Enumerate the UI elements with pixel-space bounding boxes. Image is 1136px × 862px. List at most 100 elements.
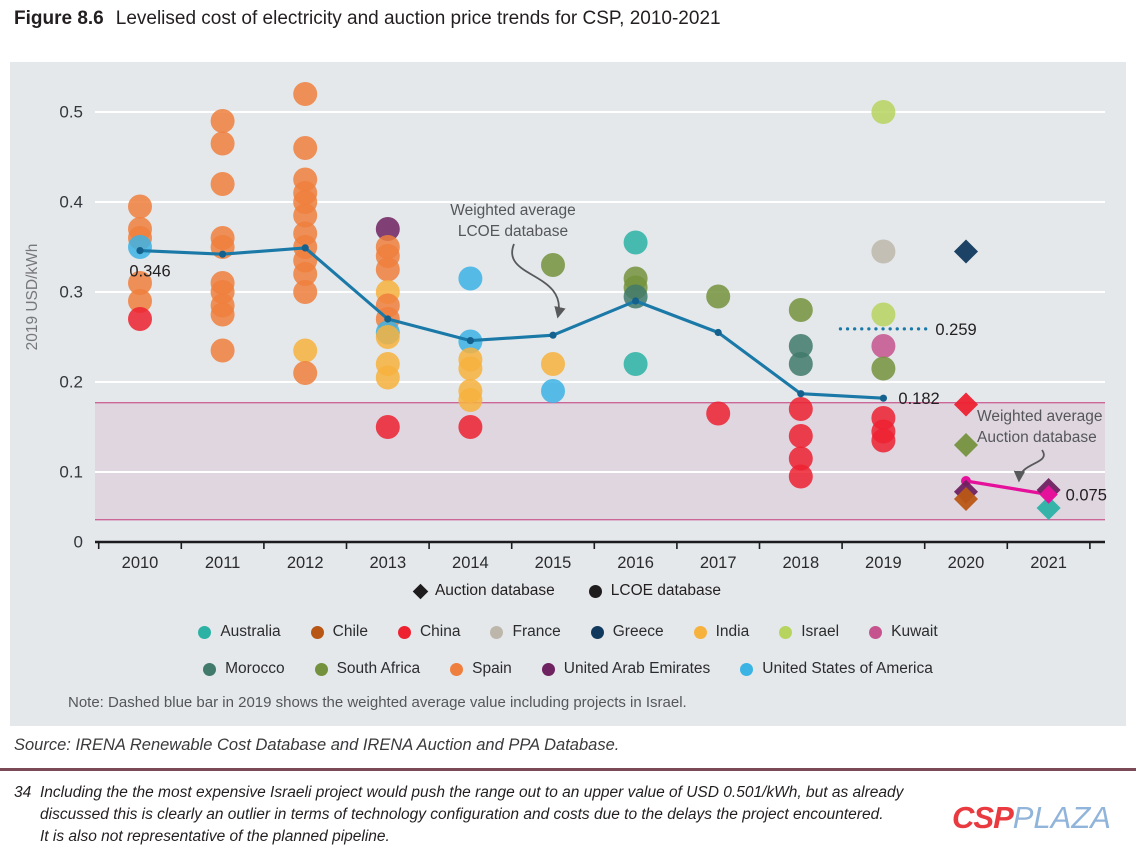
lcoe-point-kuwait xyxy=(871,334,896,358)
legend-dot-icon xyxy=(740,662,754,676)
db-legend-item: LCOE database xyxy=(588,582,722,600)
legend-label: India xyxy=(715,623,750,640)
lcoe-point-china xyxy=(788,424,813,448)
x-tick-label: 2012 xyxy=(287,554,324,572)
y-gridlines xyxy=(95,111,1105,473)
legend-item-india: India xyxy=(693,623,750,641)
y-axis-title: 2019 USD/kWh xyxy=(24,243,41,351)
lcoe-point-spain xyxy=(293,136,318,160)
lcoe-point-morocco xyxy=(788,352,813,376)
auction-average-annotation: Weighted average Auction database xyxy=(977,406,1136,448)
lcoe-point-spain xyxy=(128,271,152,295)
lcoe-point-china xyxy=(788,464,813,489)
lcoe-average-marker xyxy=(219,250,227,258)
lcoe-point-china xyxy=(458,415,483,439)
footnote-line: Including the the most expensive Israeli… xyxy=(40,784,904,801)
lcoe-average-marker xyxy=(301,244,309,252)
legend-dot-icon xyxy=(779,625,793,639)
lcoe-average-annotation-line1: Weighted average xyxy=(450,202,576,219)
lcoe-point-spain xyxy=(210,302,235,327)
lcoe-point-china xyxy=(706,401,731,426)
legend-dot-icon xyxy=(314,662,328,676)
x-tick-label: 2014 xyxy=(452,554,489,572)
lcoe-average-marker xyxy=(632,297,640,305)
lcoe-point-united-states-of-america xyxy=(458,266,483,291)
y-tick-label: 0 xyxy=(74,533,83,552)
legend-label: Spain xyxy=(472,660,512,677)
lcoe-average-annotation: Weighted average LCOE database xyxy=(423,200,603,242)
lcoe-average-marker xyxy=(879,394,888,402)
x-tick-label: 2013 xyxy=(369,554,406,572)
lcoe-point-spain xyxy=(293,203,318,228)
y-tick-label: 0.1 xyxy=(59,463,83,482)
lcoe-annotation-arrow xyxy=(511,243,566,319)
lcoe-point-spain xyxy=(293,361,318,385)
lcoe-point-spain xyxy=(293,262,318,286)
lcoe-point-france xyxy=(871,239,896,264)
lcoe-point-spain xyxy=(293,280,318,304)
lcoe-point-south-africa xyxy=(706,284,731,309)
lcoe-average-marker xyxy=(136,247,144,255)
diamond-icon xyxy=(412,583,429,599)
legend-item-chile: Chile xyxy=(310,623,368,641)
label-last-lcoe-average: 0.182 xyxy=(898,390,939,408)
lcoe-point-israel xyxy=(871,100,896,124)
lcoe-point-spain xyxy=(128,289,152,313)
lcoe-point-united-states-of-america xyxy=(541,379,565,403)
legend-dot-icon xyxy=(198,625,212,639)
cspplaza-logo: CSPPLAZA xyxy=(952,800,1111,836)
figure-number: Figure 8.6 xyxy=(14,8,104,29)
legend-item-united-arab-emirates: United Arab Emirates xyxy=(541,660,710,678)
x-axis: 2010 2011 2012 2013 2014 2015 2016 2017 2018 2019… xyxy=(95,540,1105,572)
x-tick-label: 2019 xyxy=(865,554,902,572)
lcoe-point-india xyxy=(541,352,565,376)
lcoe-point-south-africa xyxy=(871,356,896,381)
legend-label: Greece xyxy=(612,623,664,640)
legend-label: Kuwait xyxy=(891,623,938,640)
auction-annotation-arrow xyxy=(1013,449,1045,483)
y-tick-labels: 0 0.1 0.2 0.3 0.4 0.5 xyxy=(59,103,83,552)
legend-label: Australia xyxy=(220,623,281,640)
figure-title-text: Levelised cost of electricity and auctio… xyxy=(115,8,721,29)
legend-item-morocco: Morocco xyxy=(203,660,285,678)
auction-average-polyline xyxy=(965,479,1049,497)
lcoe-average-marker xyxy=(466,337,474,345)
legend-item-greece: Greece xyxy=(590,623,664,641)
chart-note: Note: Dashed blue bar in 2019 shows the … xyxy=(68,694,687,711)
auction-average-annotation-line1: Weighted average xyxy=(977,408,1103,425)
legend-item-china: China xyxy=(397,623,461,641)
lcoe-point-spain xyxy=(210,338,235,363)
legend-item-south-africa: South Africa xyxy=(314,660,420,678)
lcoe-point-spain xyxy=(375,257,400,282)
lcoe-average-marker xyxy=(797,390,805,398)
lcoe-point-united-arab-emirates xyxy=(375,217,400,241)
legend-label: Morocco xyxy=(225,660,285,677)
legend-label: China xyxy=(419,623,461,640)
lcoe-average-annotation-line2: LCOE database xyxy=(457,223,569,240)
legend-dot-icon xyxy=(310,625,324,639)
footnote-line: discussed this is clearly an outlier in … xyxy=(40,806,884,823)
lcoe-point-spain xyxy=(128,194,152,219)
lcoe-point-india xyxy=(375,365,400,390)
auction-price-band xyxy=(95,402,1105,521)
legend-label: United States of America xyxy=(762,660,933,677)
db-legend-label: LCOE database xyxy=(610,582,722,599)
lcoe-point-united-states-of-america xyxy=(128,235,152,259)
legend-dot-icon xyxy=(490,625,504,639)
lcoe-average-marker xyxy=(384,315,392,323)
legend-label: Israel xyxy=(801,623,840,640)
legend-item-kuwait: Kuwait xyxy=(869,623,938,641)
legend-dot-icon xyxy=(869,625,883,639)
x-tick-label: 2017 xyxy=(700,554,737,572)
auction-band-fill xyxy=(95,402,1105,520)
legend-dot-icon xyxy=(693,625,707,639)
lcoe-point-spain xyxy=(210,172,235,196)
x-tick-label: 2015 xyxy=(535,554,572,572)
logo-csp-text: CSP xyxy=(952,800,1014,835)
x-tick-label: 2011 xyxy=(205,554,240,572)
lcoe-point-china xyxy=(128,307,152,331)
lcoe-average-polyline xyxy=(139,246,884,400)
lcoe-point-south-africa xyxy=(541,253,565,277)
legend-item-france: France xyxy=(490,623,561,641)
legend-label: France xyxy=(512,623,561,640)
